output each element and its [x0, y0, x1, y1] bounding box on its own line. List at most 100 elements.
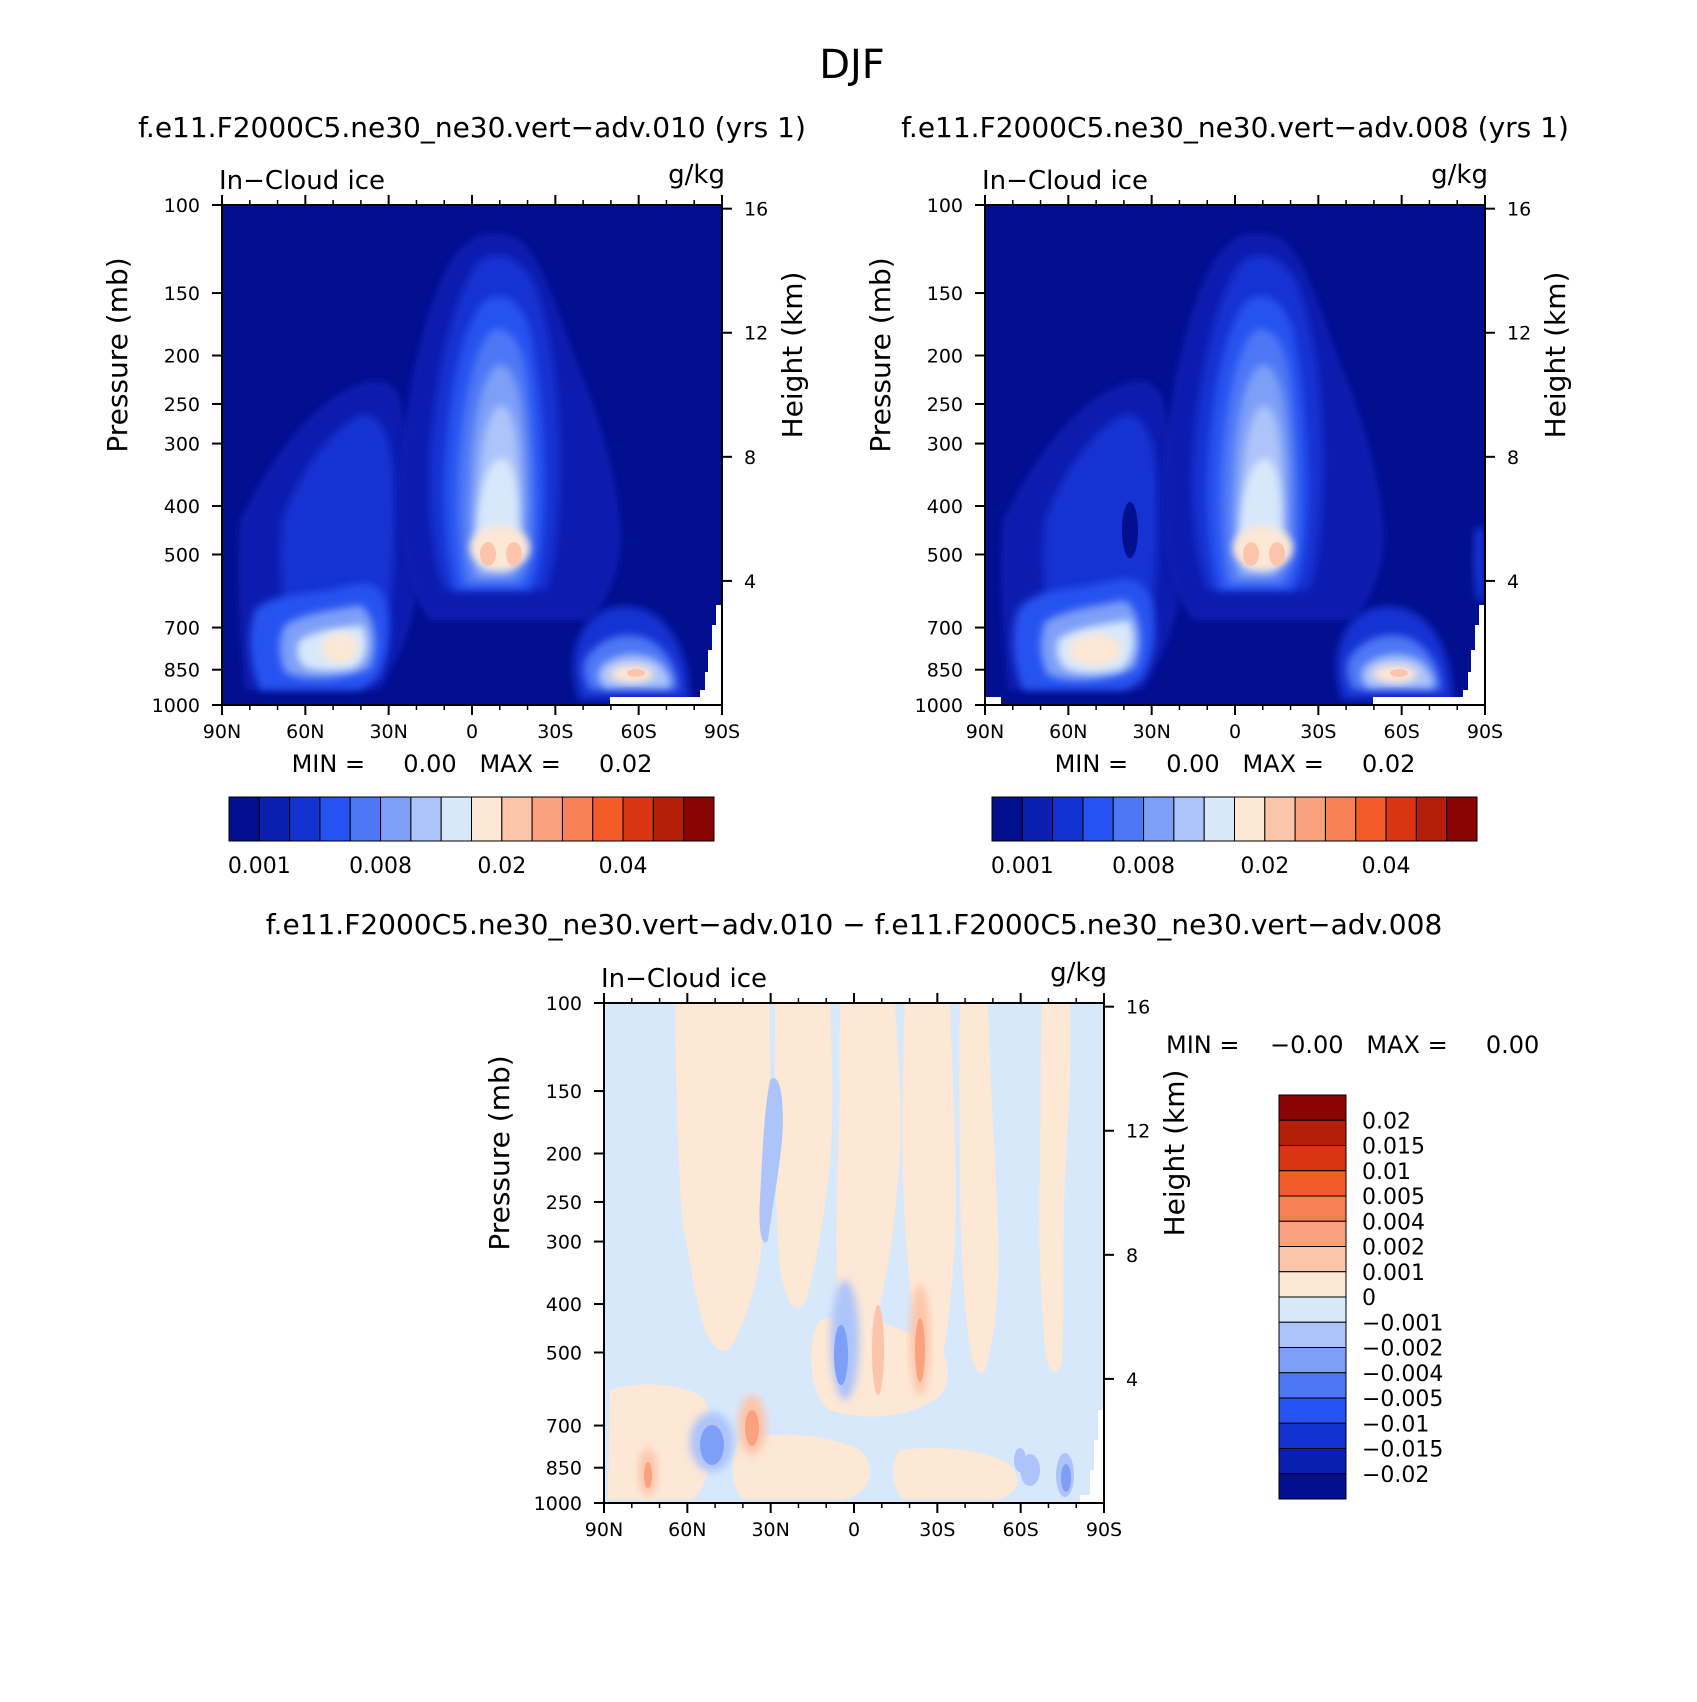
contour-shape [480, 542, 496, 566]
panel-control-y-tick-label: 150 [927, 283, 963, 305]
panel-case-colorbar-swatch [471, 796, 503, 842]
panel-case-x-tick-label: 0 [466, 721, 478, 743]
panel-diff-y2-tick-label: 12 [1126, 1121, 1150, 1143]
contour-shape [732, 1434, 871, 1500]
panel-diff-colorbar-label: 0 [1362, 1286, 1376, 1311]
panel-case-x-tick-label: 90S [704, 721, 740, 743]
panel-diff-field-label: In−Cloud ice [601, 964, 767, 994]
contour-shape [1390, 669, 1408, 677]
panel-control-y-tick-label: 1000 [915, 695, 963, 717]
contour-shape [915, 1318, 925, 1382]
contour-shape [506, 542, 522, 566]
panel-case-x-tick-label: 60S [621, 721, 657, 743]
panel-case-colorbar-swatch [440, 796, 472, 842]
panel-diff-x-tick-label: 60N [668, 1519, 706, 1541]
contour-shape [834, 1325, 848, 1385]
panel-diff-colorbar-swatch [1278, 1448, 1347, 1475]
panel-case-x-tick-label: 60N [286, 721, 324, 743]
panel-diff-colorbar-swatch [1278, 1145, 1347, 1172]
panel-case-title: f.e11.F2000C5.ne30_ne30.vert−adv.010 (yr… [138, 111, 806, 144]
contour-shape [1243, 542, 1259, 566]
panel-diff-colorbar-label: 0.015 [1362, 1135, 1425, 1160]
panel-diff-ylabel: Pressure (mb) [483, 1055, 516, 1250]
panel-diff-colorbar-label: 0.004 [1362, 1210, 1425, 1235]
contour-shape [1069, 634, 1121, 666]
contour-shape [470, 526, 530, 570]
panel-diff-colorbar-swatch [1278, 1195, 1347, 1222]
panel-diff-colorbar-label: −0.002 [1362, 1337, 1443, 1362]
panel-diff-y-tick-label: 700 [546, 1416, 582, 1438]
panel-diff-stats: MIN = −0.00 MAX = 0.00 [1166, 1031, 1539, 1059]
panel-diff-x-tick-label: 30S [919, 1519, 955, 1541]
panel-control-units-label: g/kg [1431, 160, 1488, 190]
panel-control-y-tick-label: 250 [927, 394, 963, 416]
panel-control-x-tick-label: 60S [1384, 721, 1420, 743]
panel-diff-colorbar-label: 0.001 [1362, 1261, 1425, 1286]
panel-diff-colorbar-swatch [1278, 1397, 1347, 1424]
panel-case-y2-tick-label: 4 [744, 571, 756, 593]
panel-case-ylabel: Pressure (mb) [101, 257, 134, 452]
panel-control-colorbar-swatch [1264, 796, 1296, 842]
panel-control-colorbar-label: 0.02 [1240, 854, 1289, 879]
panel-case-y2-tick-label: 8 [744, 447, 756, 469]
panel-control-colorbar-label: 0.001 [991, 854, 1054, 879]
panel-diff-colorbar-swatch [1278, 1220, 1347, 1247]
panel-control-ylabel: Pressure (mb) [864, 257, 897, 452]
panel-diff-colorbar-swatch [1278, 1422, 1347, 1449]
panel-diff-x-tick-label: 90S [1086, 1519, 1122, 1541]
panel-case-y-tick-label: 1000 [152, 695, 200, 717]
panel-case-y-tick-label: 400 [164, 496, 200, 518]
panel-case-y-tick-label: 850 [164, 660, 200, 682]
topography-mask [610, 605, 722, 705]
panel-case-colorbar-label: 0.04 [599, 854, 648, 879]
contour-shape [1233, 526, 1293, 570]
contour-shape [627, 669, 645, 677]
panel-case-colorbar-swatch [501, 796, 533, 842]
panel-diff-colorbar-label: 0.01 [1362, 1160, 1411, 1185]
panel-diff-colorbar-label: 0.005 [1362, 1185, 1425, 1210]
panel-case-stats: MIN = 0.00 MAX = 0.02 [292, 750, 653, 778]
panel-diff-y2-tick-label: 8 [1126, 1245, 1138, 1267]
panel-case-y2-tick-label: 12 [744, 323, 768, 345]
panel-diff-colorbar-swatch [1278, 1170, 1347, 1197]
panel-control-colorbar-swatch [1294, 796, 1326, 842]
panel-case-colorbar-label: 0.008 [349, 854, 412, 879]
panel-control-axes: 90N 60N 30N 0 30S 60S 90S 100 150 200 250 300 400 500… [864, 195, 1572, 743]
panel-case-colorbar-swatch [652, 796, 685, 842]
panel-diff-colorbar-label: −0.004 [1362, 1362, 1443, 1387]
panel-control-colorbar-swatch [1203, 796, 1235, 842]
panel-case: f.e11.F2000C5.ne30_ne30.vert−adv.010 (yr… [101, 111, 809, 879]
panel-case-x-tick-label: 90N [203, 721, 241, 743]
panel-case-colorbar-swatch [289, 796, 321, 842]
panel-diff-colorbar-swatch [1278, 1119, 1347, 1146]
panel-control-colorbar-swatch [991, 796, 1023, 842]
panel-case-y-tick-label: 300 [164, 434, 200, 456]
panel-case-x-tick-label: 30N [369, 721, 407, 743]
panel-control-colorbar-swatch [1082, 796, 1114, 842]
panel-diff-colorbar-swatch [1278, 1473, 1347, 1500]
panel-diff-colorbar-swatch [1278, 1094, 1347, 1121]
panel-control-y-tick-label: 700 [927, 618, 963, 640]
contour-shape [759, 1078, 783, 1243]
panel-diff-y2-tick-label: 16 [1126, 997, 1150, 1019]
panel-case-colorbar-swatch [683, 796, 715, 842]
panel-case-y2label: Height (km) [776, 272, 809, 439]
contour-shape [836, 1003, 901, 1361]
panel-control-colorbar: 0.001 0.008 0.02 0.04 [991, 796, 1478, 879]
contour-shape [675, 1003, 772, 1351]
panel-case-y-tick-label: 150 [164, 283, 200, 305]
panel-case-colorbar-swatch [592, 796, 624, 842]
panel-control-colorbar-swatch [1052, 796, 1084, 842]
panel-control-y-tick-label: 300 [927, 434, 963, 456]
panel-diff-x-tick-label: 30N [751, 1519, 789, 1541]
panel-diff-y-tick-label: 200 [546, 1144, 582, 1166]
contour-shape [1061, 1464, 1071, 1492]
panel-case-colorbar-swatch [228, 796, 260, 842]
panel-diff-colorbar-label: −0.015 [1362, 1438, 1443, 1463]
panel-control-y-tick-label: 850 [927, 660, 963, 682]
panel-diff-y-tick-label: 400 [546, 1294, 582, 1316]
contour-shape [745, 1410, 759, 1446]
panel-control-contours [985, 232, 1485, 705]
panel-diff-axes: 90N 60N 30N 0 30S 60S 90S 100 150 200 250 300 400 500… [483, 993, 1191, 1541]
panel-case-colorbar-swatch [531, 796, 563, 842]
